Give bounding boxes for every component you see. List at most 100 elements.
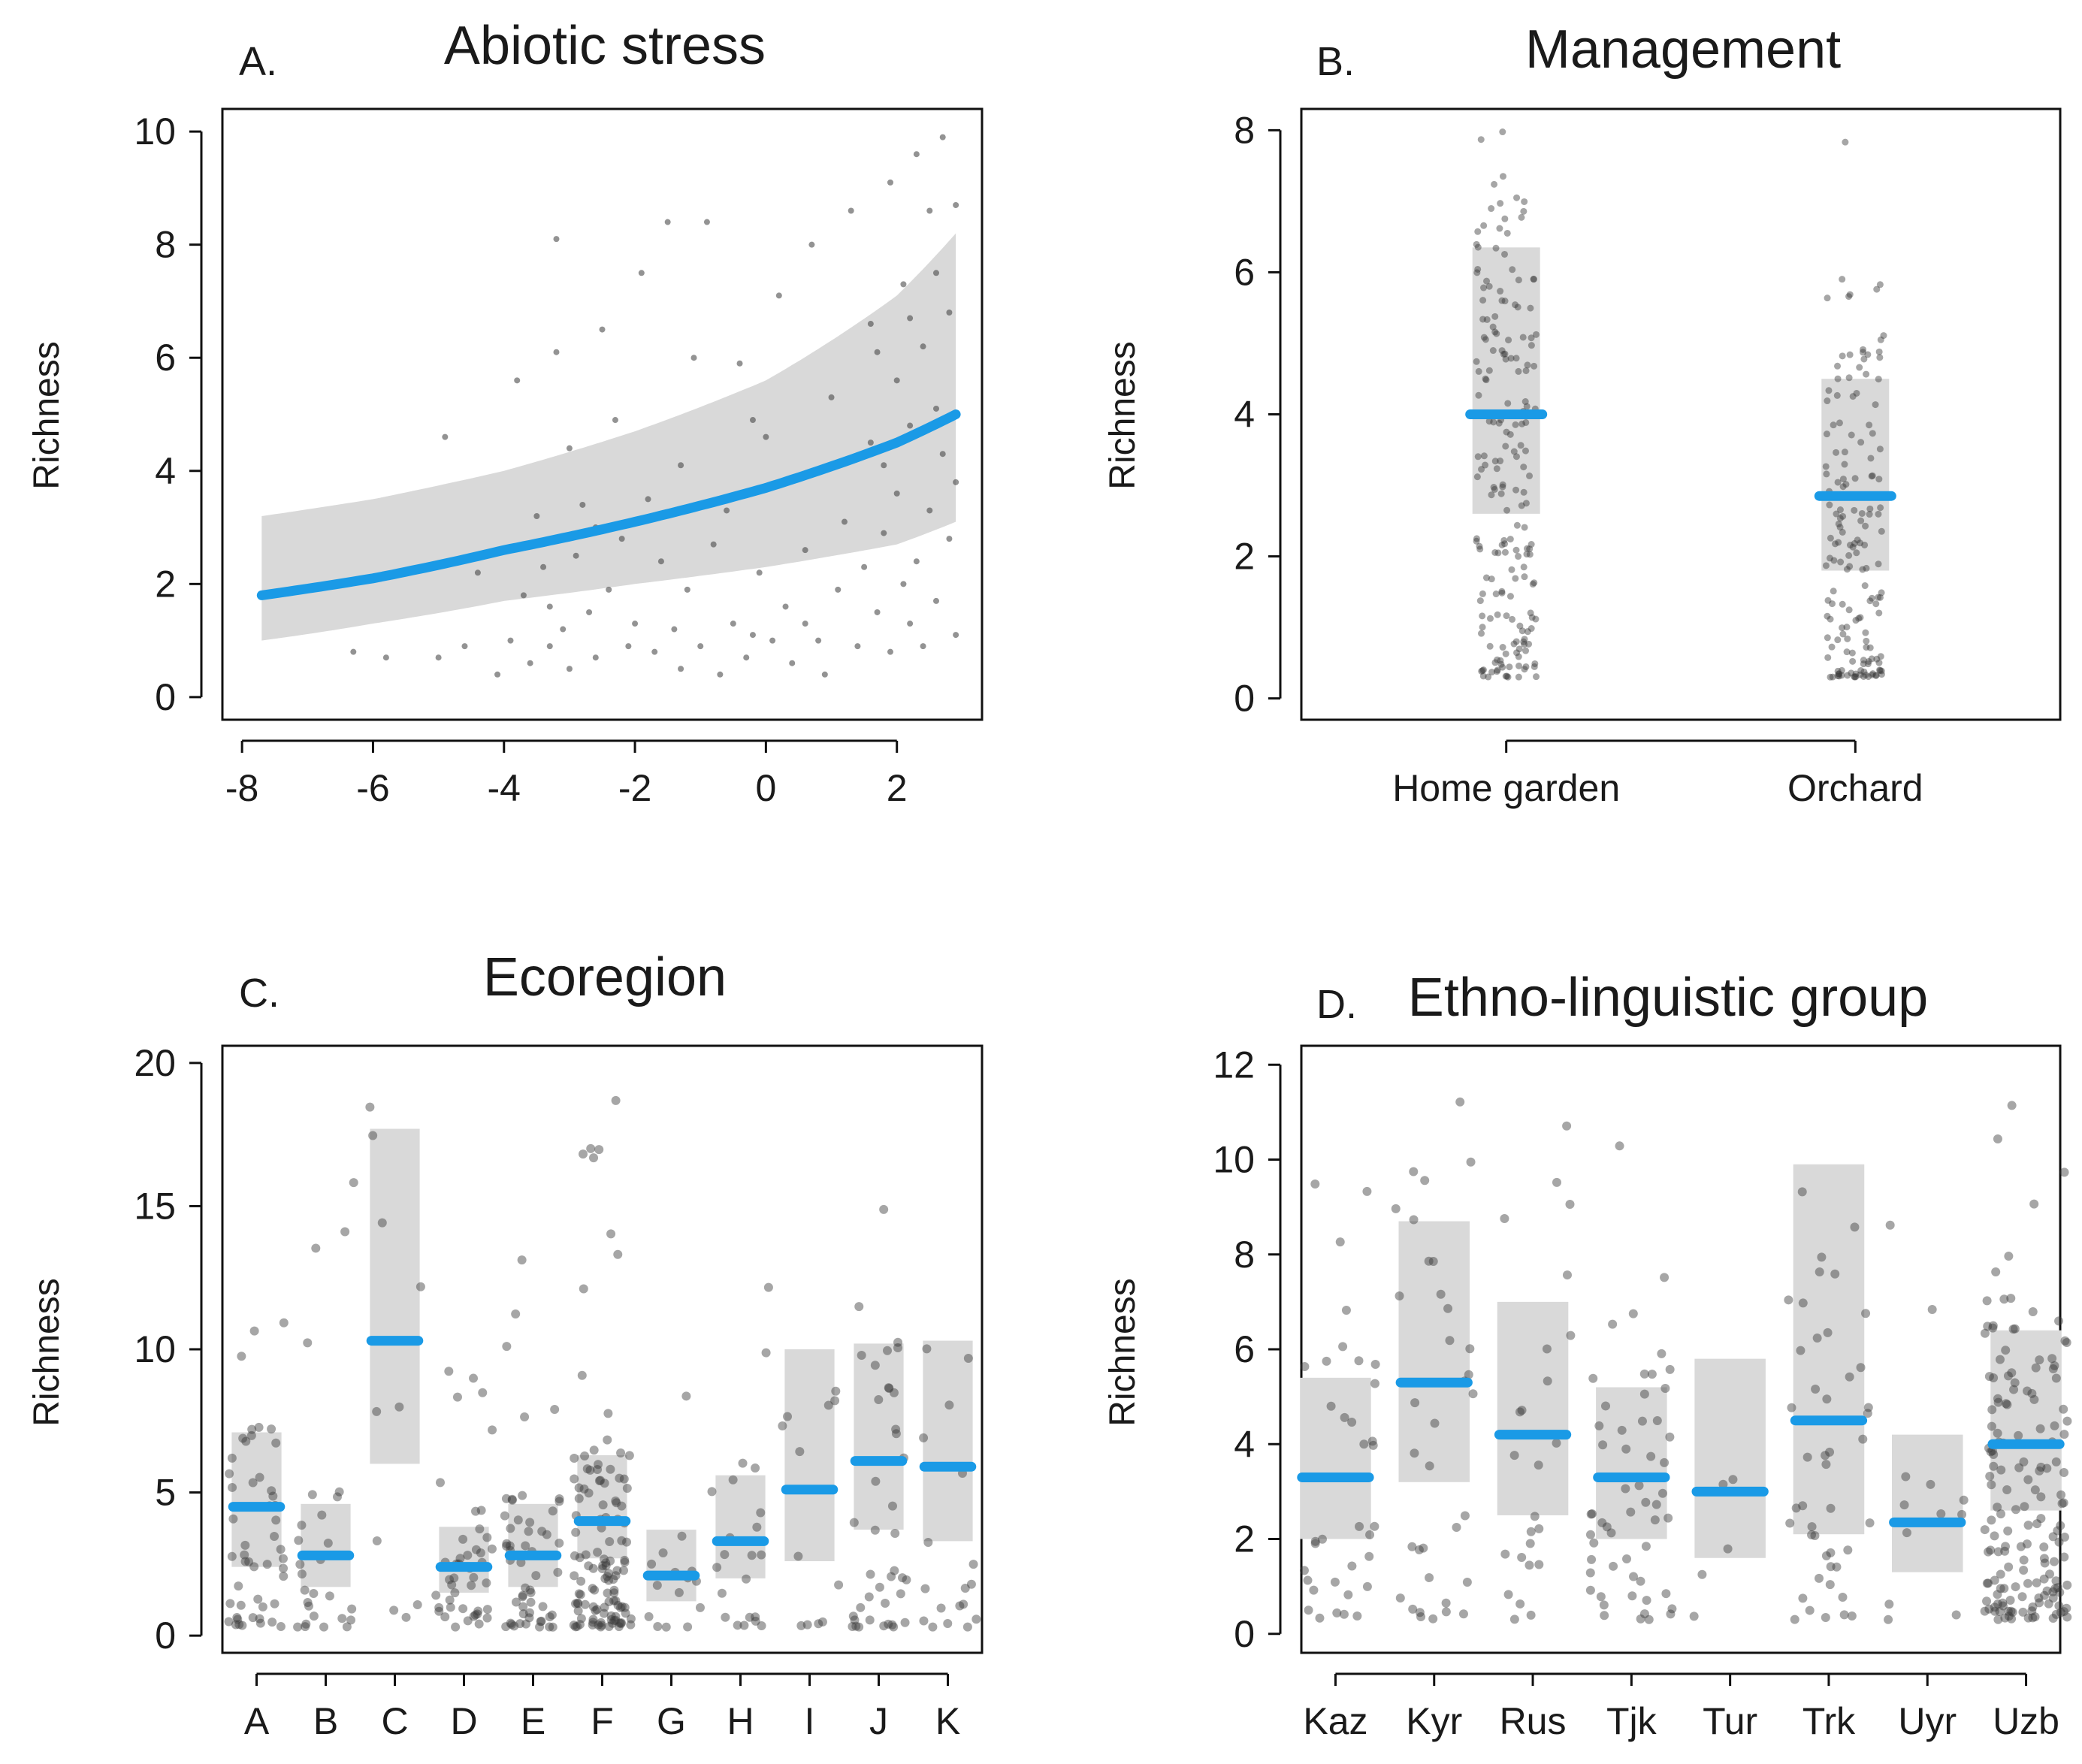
data-point xyxy=(1512,546,1520,554)
data-point xyxy=(431,1590,441,1600)
data-point xyxy=(593,1548,603,1557)
data-point xyxy=(597,1621,606,1630)
data-point xyxy=(1462,1578,1472,1587)
data-point xyxy=(1852,673,1860,681)
data-point xyxy=(1861,582,1869,590)
data-point xyxy=(253,1594,263,1604)
data-point xyxy=(573,552,579,559)
data-point xyxy=(1821,1551,1831,1560)
data-point xyxy=(1530,276,1537,283)
data-point xyxy=(1339,1609,1349,1619)
data-point xyxy=(1355,1521,1364,1531)
y-axis-label: Richness xyxy=(1103,1278,1143,1426)
data-point xyxy=(1482,461,1489,469)
data-point xyxy=(619,1474,629,1484)
y-tick-label: 2 xyxy=(1234,1518,1255,1560)
data-point xyxy=(574,1589,584,1599)
data-point xyxy=(881,462,887,469)
data-point xyxy=(1872,672,1880,679)
data-point xyxy=(1474,453,1482,461)
data-point xyxy=(1839,624,1846,632)
data-point xyxy=(560,626,567,633)
data-point xyxy=(1665,1432,1675,1442)
confidence-bar xyxy=(784,1349,835,1562)
data-point xyxy=(907,422,914,429)
data-point xyxy=(506,1618,515,1628)
data-point xyxy=(2059,1404,2068,1414)
data-point xyxy=(2054,1316,2064,1326)
data-point xyxy=(757,1550,766,1560)
y-axis-label: Richness xyxy=(27,1278,67,1426)
data-point xyxy=(575,1620,585,1630)
data-point xyxy=(1980,1525,1990,1535)
data-point xyxy=(2010,1324,2020,1334)
data-point xyxy=(2019,1555,2029,1565)
data-point xyxy=(255,1618,265,1628)
data-point xyxy=(1873,655,1881,663)
data-point xyxy=(516,1557,526,1567)
data-point xyxy=(1518,502,1525,509)
data-point xyxy=(1491,180,1498,188)
data-point xyxy=(1839,276,1846,283)
data-point xyxy=(1491,458,1499,465)
data-point xyxy=(546,603,553,610)
data-point xyxy=(1460,1511,1470,1521)
data-point xyxy=(821,671,828,678)
data-point xyxy=(1641,1542,1651,1551)
data-point xyxy=(1515,653,1522,660)
data-point xyxy=(1585,1585,1595,1595)
data-point xyxy=(1317,1534,1327,1544)
data-point xyxy=(1497,490,1505,497)
data-point xyxy=(1486,642,1494,650)
data-point xyxy=(1839,630,1847,638)
data-point xyxy=(721,1612,730,1622)
data-point xyxy=(1865,1518,1875,1528)
data-point xyxy=(789,660,796,666)
data-point xyxy=(1347,1561,1357,1571)
data-point xyxy=(1863,370,1870,378)
data-point xyxy=(1927,1305,1937,1315)
data-point xyxy=(1697,1569,1707,1579)
data-point xyxy=(1479,624,1486,631)
data-point xyxy=(1528,334,1535,342)
data-point xyxy=(435,654,442,661)
data-point xyxy=(900,581,907,587)
data-point xyxy=(1490,418,1497,426)
data-point xyxy=(279,1318,289,1328)
data-point xyxy=(442,433,449,440)
data-point xyxy=(237,1352,246,1361)
data-point xyxy=(1586,1509,1596,1519)
data-point xyxy=(1660,1383,1670,1393)
data-point xyxy=(2048,1593,2058,1603)
data-point xyxy=(707,1487,717,1497)
data-point xyxy=(538,1602,548,1611)
data-point xyxy=(1856,1363,1866,1373)
data-point xyxy=(854,643,861,650)
data-point xyxy=(1588,1373,1598,1383)
data-point xyxy=(884,1383,893,1393)
data-point xyxy=(736,360,743,367)
y-tick-label: 6 xyxy=(1234,251,1255,293)
data-point xyxy=(1506,663,1513,671)
data-point xyxy=(575,1553,585,1563)
data-point xyxy=(651,648,658,655)
data-point xyxy=(1864,660,1872,668)
data-point xyxy=(293,1622,303,1632)
data-point xyxy=(1518,213,1525,221)
data-point xyxy=(960,1583,970,1593)
data-point xyxy=(1335,1237,1345,1247)
data-point xyxy=(1844,672,1851,679)
data-point xyxy=(1500,350,1507,358)
data-point xyxy=(589,1153,599,1163)
data-point xyxy=(501,1622,511,1632)
data-point xyxy=(609,1585,619,1595)
data-point xyxy=(333,1492,343,1502)
data-point xyxy=(743,654,750,661)
data-point xyxy=(793,1551,803,1561)
data-point xyxy=(884,1384,894,1394)
data-point xyxy=(2035,1466,2044,1476)
data-point xyxy=(1488,205,1495,213)
data-point xyxy=(554,1538,564,1548)
data-point xyxy=(1415,1608,1425,1618)
data-point xyxy=(2062,1337,2071,1347)
